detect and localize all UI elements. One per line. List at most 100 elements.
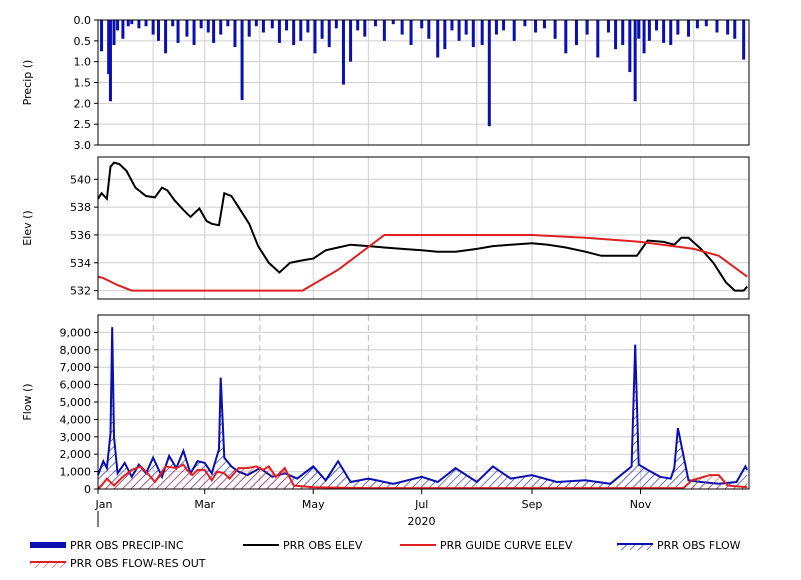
y-tick-label: 2,000 <box>60 448 92 461</box>
precip-bar <box>676 20 680 35</box>
precip-bar <box>391 20 395 25</box>
precip-bar <box>341 20 345 85</box>
x-tick-label: Jan <box>95 498 113 511</box>
precip-bar <box>687 20 691 37</box>
precip-bar <box>212 20 216 43</box>
precip-bar <box>662 20 666 43</box>
precip-bar <box>219 20 223 35</box>
precip-bar <box>144 20 148 27</box>
precip-bar <box>108 20 112 102</box>
precip-bar <box>742 20 746 60</box>
precip-bar <box>443 20 447 50</box>
y-axis-label: Elev () <box>21 210 34 245</box>
precip-bar <box>206 20 210 33</box>
y-tick-label: 0.5 <box>74 35 92 48</box>
precip-bar <box>726 20 730 35</box>
precip-bar <box>450 20 454 31</box>
precip-bar <box>270 20 274 29</box>
plot-frame <box>97 156 750 300</box>
precip-bar <box>164 20 168 54</box>
y-tick-label: 8,000 <box>60 344 92 357</box>
precip-bar <box>480 20 484 45</box>
precip-bar <box>116 20 120 31</box>
legend-item: PRR OBS PRECIP-INC <box>30 539 184 552</box>
y-tick-label: 540 <box>70 173 91 186</box>
y-axis-label: Precip () <box>21 60 34 106</box>
plot-frame <box>97 314 750 490</box>
precip-bar <box>233 20 237 48</box>
precip-bar <box>363 20 367 37</box>
panel-1: 0.0 0.5 1.0 1.5 2.0 2.5 3.0 Precip () <box>21 14 750 152</box>
precip-bar <box>356 20 360 31</box>
flow-area <box>98 327 748 489</box>
precip-bar <box>171 20 175 27</box>
legend-label: PRR OBS FLOW-RES OUT <box>70 557 206 570</box>
precip-bar <box>534 20 538 33</box>
y-tick-label: 9,000 <box>60 326 92 339</box>
precip-bar <box>427 20 431 39</box>
y-tick-label: 532 <box>70 285 91 298</box>
precip-bar <box>130 20 134 25</box>
precip-bar <box>176 20 180 43</box>
precip-bar <box>436 20 440 58</box>
precip-bar <box>704 20 708 27</box>
precip-bar <box>299 20 303 41</box>
precip-bar <box>185 20 189 37</box>
legend-label: PRR OBS PRECIP-INC <box>70 539 184 552</box>
precip-bar <box>715 20 719 33</box>
precip-bar <box>126 20 130 27</box>
precip-bar <box>334 20 338 29</box>
precip-bar <box>553 20 557 39</box>
precip-bar <box>523 20 527 27</box>
precip-bar <box>464 20 468 35</box>
y-tick-label: 5,000 <box>60 396 92 409</box>
precip-bar <box>254 20 258 27</box>
precip-bar <box>156 20 160 41</box>
precip-bar <box>669 20 673 45</box>
legend-item: PRR OBS FLOW-RES OUT <box>30 557 206 570</box>
y-tick-label: 534 <box>70 257 91 270</box>
precip-bar <box>606 20 610 33</box>
y-tick-label: 7,000 <box>60 361 92 374</box>
precip-bar <box>151 20 155 35</box>
flow-line <box>97 327 749 485</box>
precip-bar <box>655 20 659 31</box>
legend-swatch <box>30 542 66 548</box>
precip-bar <box>199 20 203 29</box>
panel-2: 532 534 536 538 540 Elev () <box>21 156 750 300</box>
y-tick-label: 1.0 <box>74 56 92 69</box>
x-axis-label: 2020 <box>408 515 436 528</box>
precip-bar <box>628 20 632 73</box>
guide-curve-line <box>97 234 748 292</box>
precip-bar <box>512 20 516 41</box>
precip-bar <box>306 20 310 33</box>
precip-bar <box>373 20 377 27</box>
precip-bar <box>313 20 317 54</box>
x-tick-label: Nov <box>630 498 652 511</box>
precip-bar <box>107 20 111 75</box>
legend-label: PRR OBS FLOW <box>657 539 741 552</box>
precip-bar <box>695 20 699 29</box>
precip-bar <box>349 20 353 62</box>
precip-bar <box>596 20 600 58</box>
precip-bar <box>240 20 244 100</box>
legend: PRR OBS PRECIP-INC PRR OBS ELEV PRR GUIDE … <box>30 539 741 570</box>
precip-bar <box>112 20 116 45</box>
y-tick-label: 0 <box>84 483 91 496</box>
x-tick-label: Jul <box>414 498 428 511</box>
precip-bar <box>247 20 251 37</box>
y-tick-label: 4,000 <box>60 413 92 426</box>
precip-bar <box>633 20 637 102</box>
legend-label: PRR OBS ELEV <box>283 539 363 552</box>
precip-bar <box>642 20 646 54</box>
legend-item: PRR OBS ELEV <box>243 539 363 552</box>
precip-bar <box>320 20 324 39</box>
precip-bar <box>564 20 568 54</box>
precip-bar <box>121 20 125 39</box>
precip-bar <box>621 20 625 45</box>
y-tick-label: 1.5 <box>74 77 92 90</box>
precip-bar <box>261 20 265 33</box>
precip-bar <box>494 20 498 35</box>
legend-swatch <box>30 562 66 568</box>
y-tick-label: 6,000 <box>60 379 92 392</box>
